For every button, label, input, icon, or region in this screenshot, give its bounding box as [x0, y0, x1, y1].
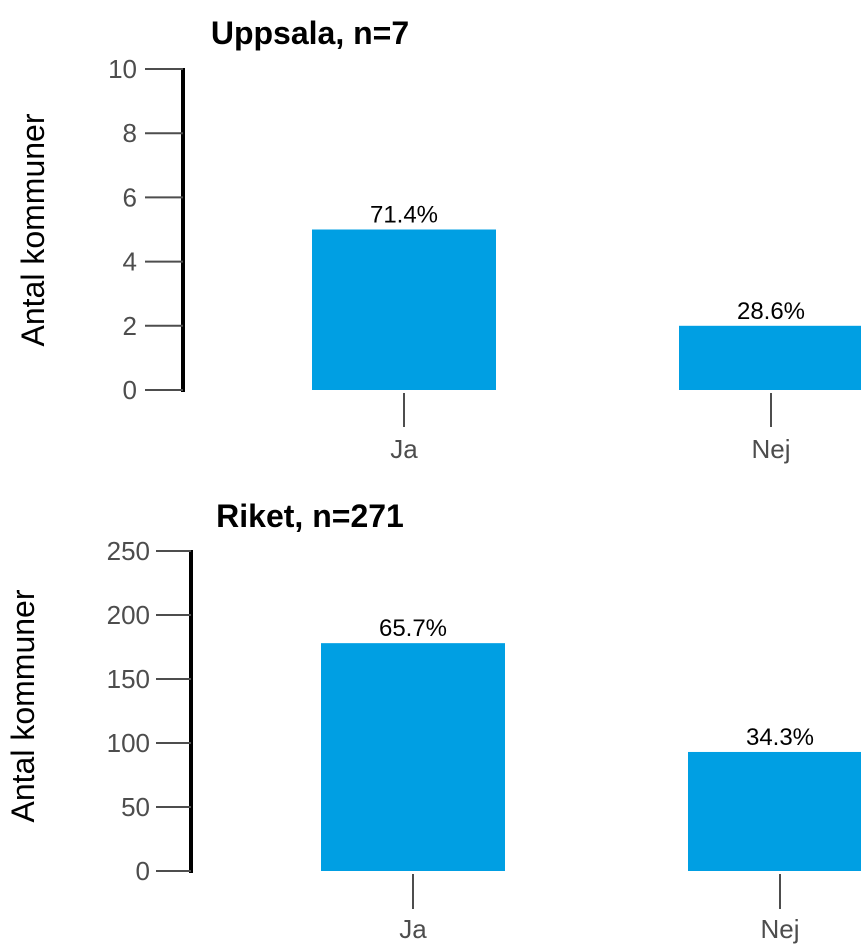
y-tick-label: 250 [107, 536, 150, 566]
x-tick-label: Ja [399, 914, 427, 944]
y-tick-label: 100 [107, 728, 150, 758]
x-tick-label: Nej [751, 434, 790, 464]
y-axis-label: Antal kommuner [15, 113, 51, 346]
y-tick-label: 200 [107, 600, 150, 630]
y-tick-label: 10 [108, 54, 137, 84]
x-tick-label: Nej [760, 914, 799, 944]
y-tick-label: 6 [123, 182, 137, 212]
y-tick-label: 50 [121, 792, 150, 822]
bar [312, 229, 496, 390]
data-label: 65.7% [379, 615, 447, 642]
bar [688, 751, 861, 871]
data-label: 71.4% [370, 202, 438, 229]
y-tick-label: 0 [136, 856, 150, 886]
y-tick-label: 4 [123, 247, 137, 277]
plot-area: 0 50 100 150 200 250 65.7% Ja 34.3% Nej [107, 536, 861, 944]
chart-title: Riket, n=271 [216, 498, 404, 534]
chart-uppsala-svg: Uppsala, n=7 Antal kommuner 0 2 4 6 8 10 71.4%… [15, 15, 861, 464]
data-label: 34.3% [746, 724, 814, 751]
y-tick-label: 0 [123, 375, 137, 405]
y-tick-label: 150 [107, 664, 150, 694]
y-tick-label: 8 [123, 118, 137, 148]
chart-title: Uppsala, n=7 [211, 15, 409, 51]
chart-riket: Riket, n=271 Antal kommuner 0 50 100 150 200… [0, 473, 861, 946]
y-tick-label: 2 [123, 311, 137, 341]
y-axis-label: Antal kommuner [5, 589, 41, 822]
bar [321, 643, 505, 871]
data-label: 28.6% [737, 298, 805, 325]
bar [679, 325, 861, 390]
x-tick-label: Ja [390, 434, 418, 464]
chart-uppsala: Uppsala, n=7 Antal kommuner 0 2 4 6 8 10 71.4%… [0, 0, 861, 473]
chart-riket-svg: Riket, n=271 Antal kommuner 0 50 100 150 200… [5, 498, 861, 944]
plot-area: 0 2 4 6 8 10 71.4% Ja 28.6% Nej [108, 54, 861, 464]
